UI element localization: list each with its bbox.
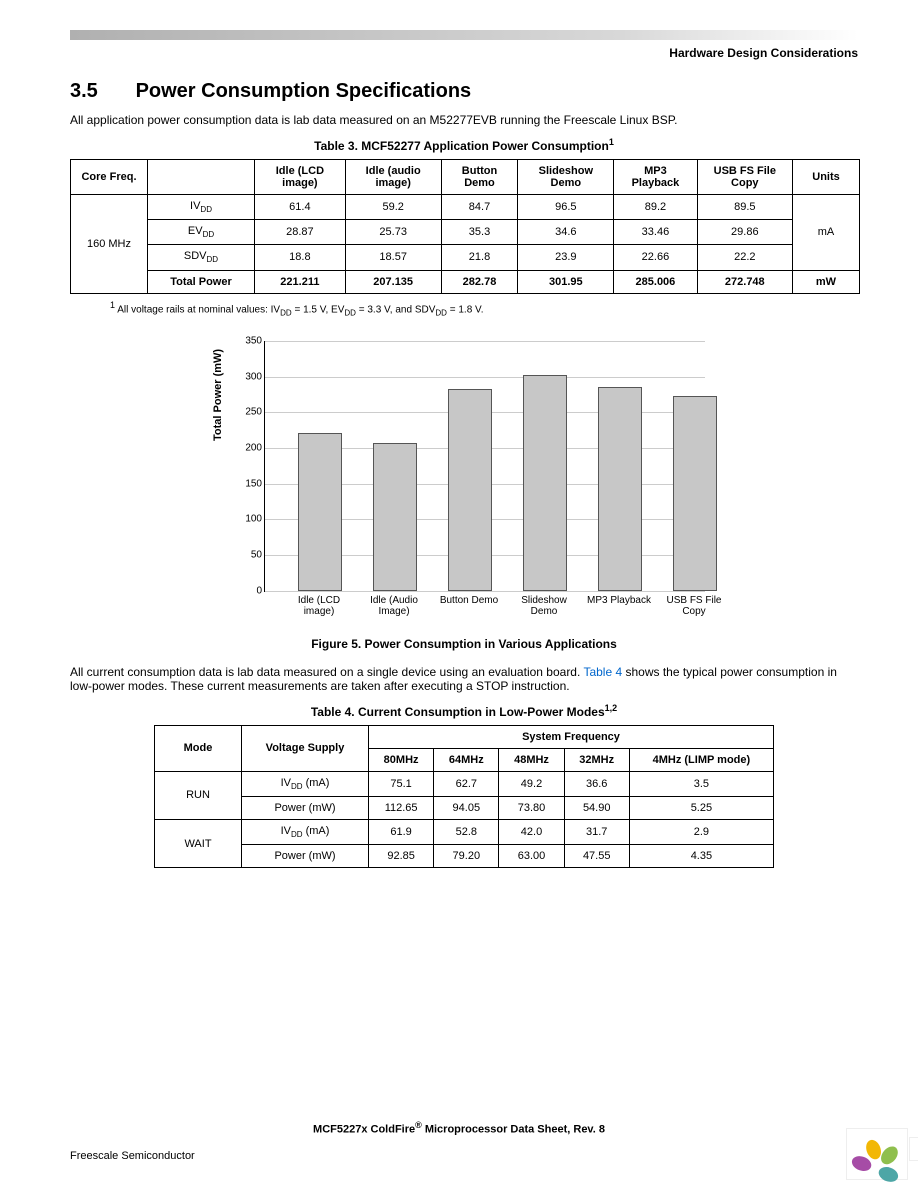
cell-unit-ma: mA — [793, 195, 860, 271]
chart-ytick: 0 — [244, 585, 262, 596]
cell-rail: IVDD — [148, 195, 255, 220]
table4-link[interactable]: Table 4 — [583, 665, 622, 679]
chart-bar — [373, 443, 417, 591]
table-row: Power (mW) 92.8579.2063.0047.554.35 — [155, 845, 774, 868]
chart-ytick: 100 — [244, 514, 262, 525]
chart-bar — [448, 389, 492, 591]
top-decor-bar — [70, 30, 858, 40]
chart-plot-area — [264, 341, 705, 592]
running-header: Hardware Design Considerations — [70, 46, 858, 60]
table-row: Power (mW) 112.6594.0573.8054.905.25 — [155, 797, 774, 820]
th-core-freq: Core Freq. — [71, 160, 148, 195]
chart-xlabel: Slideshow Demo — [511, 595, 577, 617]
table3-header-row: Core Freq. Idle (LCD image) Idle (audio … — [71, 160, 860, 195]
table3-footnote: 1 All voltage rails at nominal values: I… — [110, 300, 858, 317]
chart-xlabel: MP3 Playback — [586, 595, 652, 606]
table-row-total: Total Power 221.211207.135282.78301.9528… — [71, 270, 860, 293]
chart-xlabel: Button Demo — [436, 595, 502, 606]
corner-logo-icon: › — [846, 1128, 908, 1180]
table-row: 160 MHz IVDD 61.459.284.796.589.289.5 mA — [71, 195, 860, 220]
th-units: Units — [793, 160, 860, 195]
chart-bar — [598, 387, 642, 591]
chart-xlabel: USB FS File Copy — [661, 595, 727, 617]
th-usb: USB FS File Copy — [697, 160, 792, 195]
th-sysfreq: System Frequency — [369, 725, 774, 748]
chart-ytick: 150 — [244, 478, 262, 489]
chart-ytick: 350 — [244, 335, 262, 346]
cell-rail: EVDD — [148, 220, 255, 245]
table-row: EVDD 28.8725.7335.334.633.4629.86 — [71, 220, 860, 245]
figure5-caption: Figure 5. Power Consumption in Various A… — [70, 637, 858, 651]
th-vsupply: Voltage Supply — [242, 725, 369, 771]
cell-rail: SDVDD — [148, 245, 255, 270]
section-number: 3.5 — [70, 80, 130, 103]
chart-ytick: 200 — [244, 443, 262, 454]
chart-xlabel: Idle (LCD image) — [286, 595, 352, 617]
th-button: Button Demo — [441, 160, 518, 195]
page: Hardware Design Considerations 3.5 Power… — [0, 0, 918, 1188]
table4: Mode Voltage Supply System Frequency 80M… — [154, 725, 774, 868]
footer-left: Freescale Semiconductor — [70, 1150, 195, 1162]
cell-unit-mw: mW — [793, 270, 860, 293]
chart-bar — [523, 375, 567, 591]
chart-ytick: 250 — [244, 407, 262, 418]
th-idle-lcd: Idle (LCD image) — [255, 160, 346, 195]
table-row: SDVDD 18.818.5721.823.922.6622.2 — [71, 245, 860, 270]
chart-bar — [673, 396, 717, 591]
section-title-text: Power Consumption Specifications — [136, 80, 472, 102]
table-row: RUN IVDD (mA) 75.162.749.236.63.5 — [155, 771, 774, 796]
th-slideshow: Slideshow Demo — [518, 160, 614, 195]
section-heading: 3.5 Power Consumption Specifications — [70, 80, 858, 103]
chart-ytick: 300 — [244, 371, 262, 382]
th-mp3: MP3 Playback — [614, 160, 697, 195]
table3-caption: Table 3. MCF52277 Application Power Cons… — [70, 137, 858, 153]
table-row: WAIT IVDD (mA) 61.952.842.031.72.9 — [155, 820, 774, 845]
table4-header-row: Mode Voltage Supply System Frequency — [155, 725, 774, 748]
para-table4-intro: All current consumption data is lab data… — [70, 665, 858, 693]
chart-bar — [298, 433, 342, 591]
th-idle-audio: Idle (audio image) — [345, 160, 441, 195]
chart-xlabel: Idle (Audio Image) — [361, 595, 427, 617]
th-mode: Mode — [155, 725, 242, 771]
intro-paragraph: All application power consumption data i… — [70, 113, 858, 127]
chart-ylabel: Total Power (mW) — [212, 349, 224, 441]
chart-ytick: 50 — [244, 550, 262, 561]
power-chart: Total Power (mW) 0 50 100 150 200 250 300 350 I… — [204, 331, 724, 631]
cell-freq: 160 MHz — [71, 195, 148, 294]
chevron-right-icon[interactable]: › — [909, 1137, 918, 1161]
table3: Core Freq. Idle (LCD image) Idle (audio … — [70, 159, 860, 294]
footer-center: MCF5227x ColdFire® Microprocessor Data S… — [0, 1120, 918, 1136]
table4-caption: Table 4. Current Consumption in Low-Powe… — [70, 703, 858, 719]
th-blank — [148, 160, 255, 195]
cell-total-label: Total Power — [148, 270, 255, 293]
